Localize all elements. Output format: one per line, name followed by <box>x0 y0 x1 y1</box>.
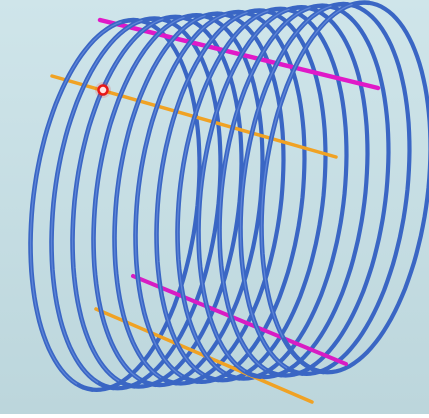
coil-turn-highlight <box>29 21 122 385</box>
coil-turn-highlight <box>92 16 185 380</box>
coil-turn-back <box>237 7 349 381</box>
coil-turn-highlight <box>260 3 353 367</box>
coil-turn-highlight <box>218 7 311 371</box>
coil-turn-highlight <box>134 13 227 377</box>
coil-front-layer <box>28 0 371 392</box>
rod-bottom-magenta <box>131 274 348 366</box>
marker-layer <box>95 82 111 98</box>
coil-turn-highlight <box>50 19 143 383</box>
coil-turn-back <box>300 2 412 376</box>
coil-turn-back <box>90 18 202 392</box>
coil-turn-highlight <box>197 8 290 372</box>
rod-top-magenta <box>97 17 381 91</box>
coil-turn-highlight <box>239 5 332 369</box>
coil-turn-back <box>195 10 307 384</box>
coil-turn-highlight <box>71 18 164 382</box>
coil-turn-highlight <box>176 10 269 374</box>
coil-turn-back <box>216 8 328 383</box>
coil-turn-back <box>153 13 265 388</box>
coil-turn-highlight <box>113 15 206 379</box>
coil-turn-back <box>321 0 429 375</box>
coil-turn-back <box>258 5 370 380</box>
coil-turn-highlight <box>155 11 248 375</box>
marker-point <box>97 84 109 96</box>
coil-turn-back <box>111 16 223 391</box>
coil-end <box>281 337 326 375</box>
